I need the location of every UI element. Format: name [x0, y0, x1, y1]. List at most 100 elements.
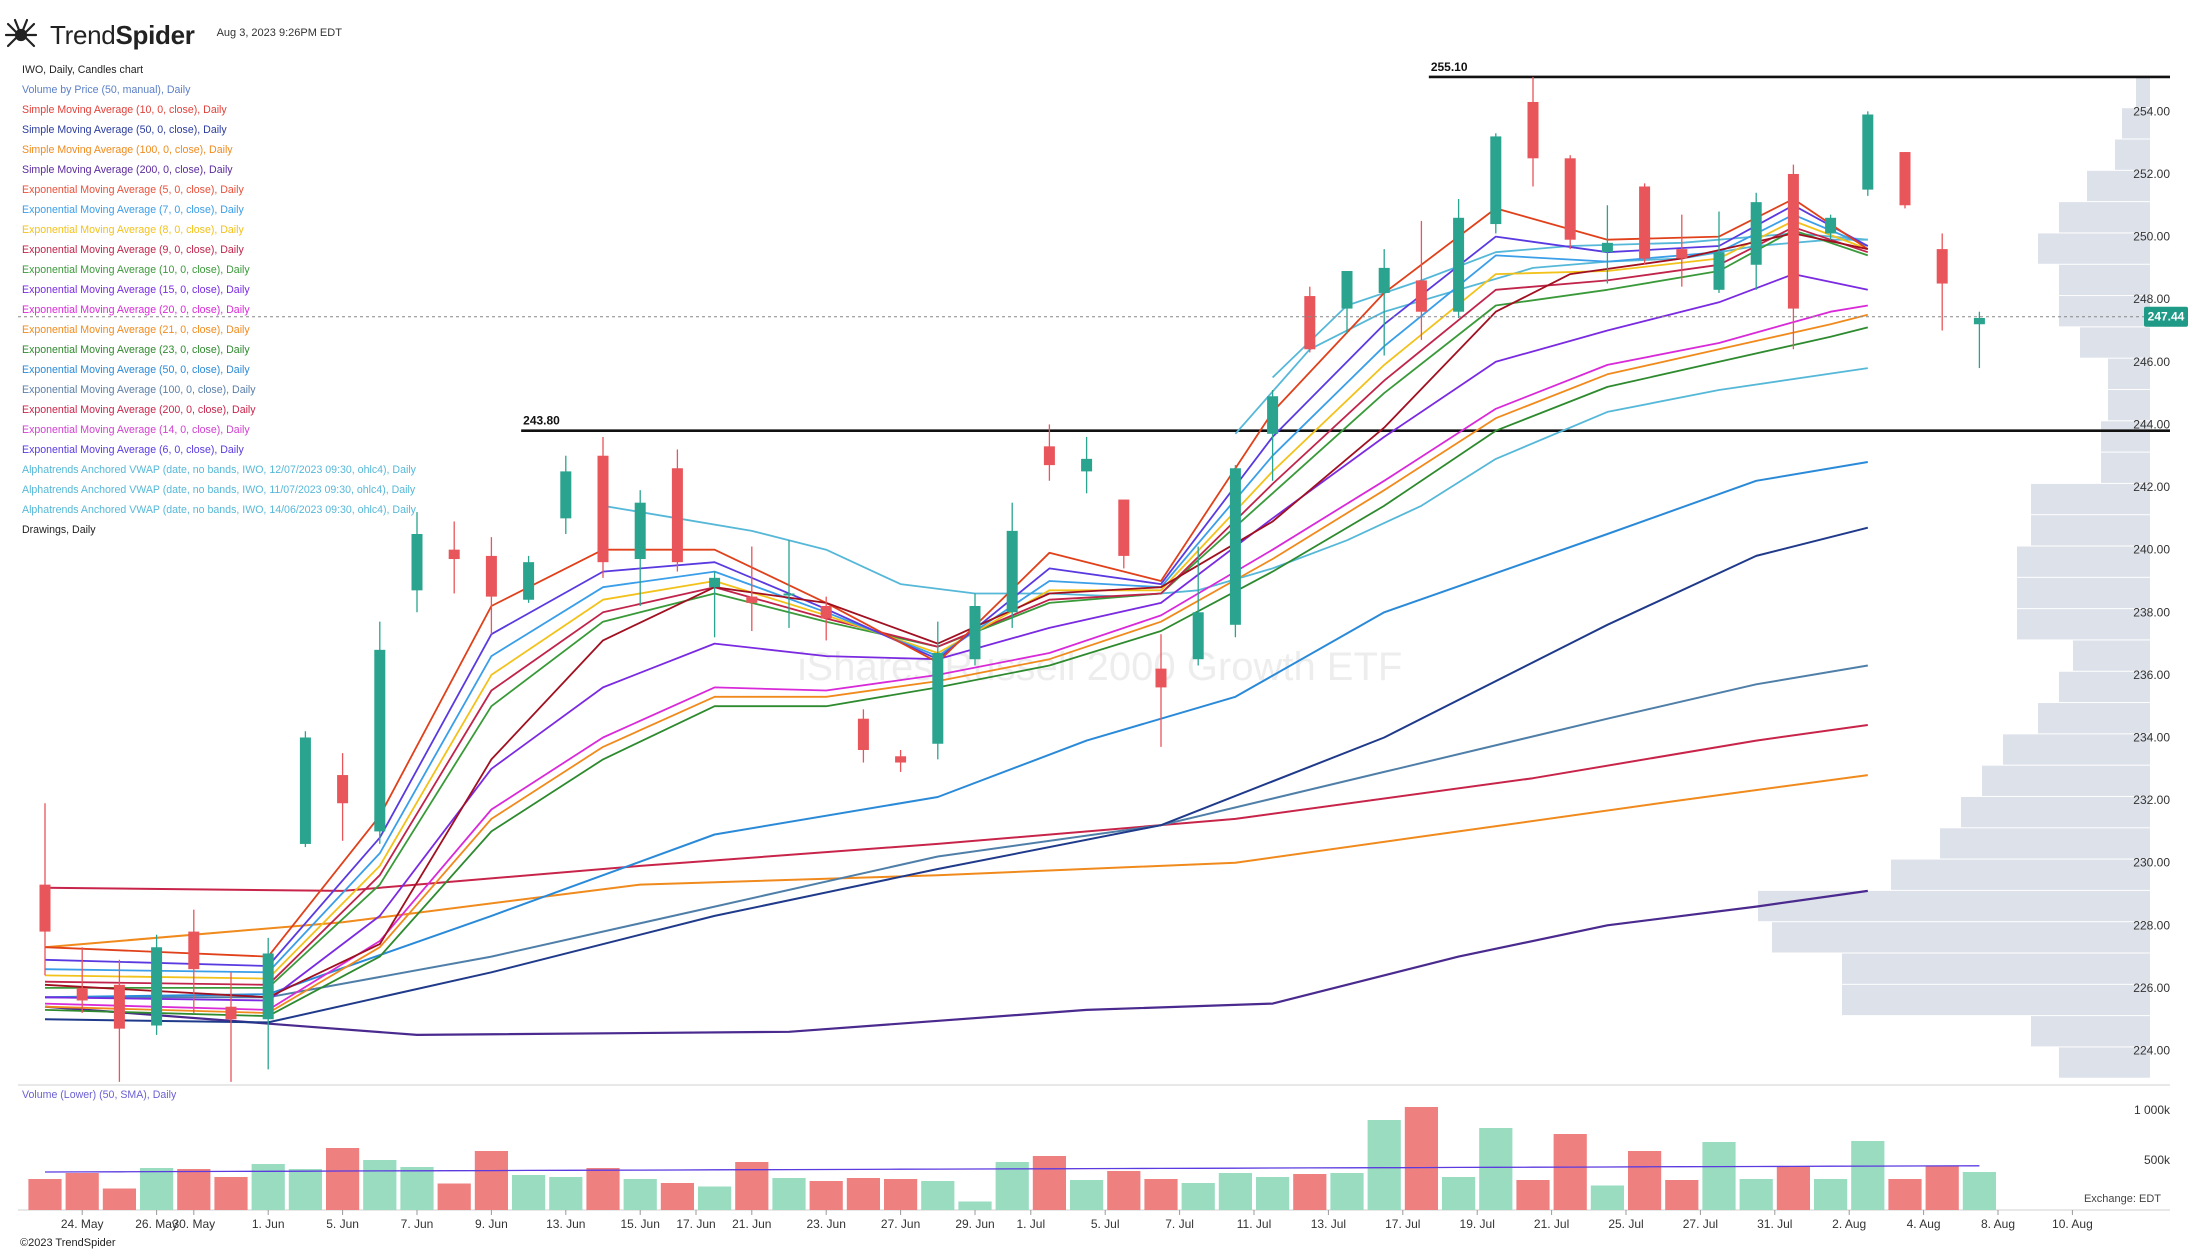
candle: [1899, 152, 1911, 209]
volume-bar: [660, 1183, 694, 1210]
volume-by-price-bar: [2108, 358, 2150, 389]
indicator-legend[interactable]: IWO, Daily, Candles chart Volume by Price…: [22, 60, 416, 540]
volume-by-price-bar: [1842, 984, 2150, 1016]
legend-item[interactable]: IWO, Daily, Candles chart: [22, 64, 144, 76]
y-tick-label: 244.00: [2133, 417, 2170, 431]
legend-item[interactable]: Exponential Moving Average (10, 0, close…: [22, 264, 250, 276]
y-tick-label: 234.00: [2133, 730, 2170, 744]
level-label: 243.80: [523, 414, 560, 428]
level-label: 255.10: [1431, 60, 1468, 74]
legend-item[interactable]: Simple Moving Average (10, 0, close), Da…: [22, 104, 227, 116]
legend-item[interactable]: Exponential Moving Average (100, 0, clos…: [22, 384, 256, 396]
volume-bar: [1814, 1179, 1848, 1210]
moving-average-line: [44, 461, 1868, 999]
candle: [597, 436, 609, 578]
volume-bar: [772, 1178, 806, 1210]
volume-bar: [1144, 1179, 1178, 1210]
moving-average-line: [44, 774, 1868, 949]
candle-body: [151, 947, 163, 1026]
legend-item[interactable]: Simple Moving Average (50, 0, close), Da…: [22, 124, 227, 136]
candle-body: [76, 987, 88, 1001]
legend-item[interactable]: Exponential Moving Average (8, 0, close)…: [22, 224, 244, 236]
volume-by-price-bar: [2017, 609, 2150, 640]
candle-body: [746, 596, 758, 603]
candle-body: [1639, 186, 1651, 259]
candle-body: [1936, 249, 1948, 284]
legend-item[interactable]: Exponential Moving Average (50, 0, close…: [22, 364, 250, 376]
x-tick-label: 17. Jun: [676, 1217, 715, 1231]
legend-item[interactable]: Exponential Moving Average (9, 0, close)…: [22, 244, 244, 256]
volume-by-price-bar: [2101, 421, 2150, 452]
legend-item[interactable]: Exponential Moving Average (14, 0, close…: [22, 424, 250, 436]
volume-bar: [102, 1188, 136, 1210]
candle: [485, 537, 497, 635]
volume-bar: [809, 1181, 843, 1210]
volume-bar: [214, 1177, 248, 1210]
legend-item[interactable]: Alphatrends Anchored VWAP (date, no band…: [22, 464, 416, 476]
y-tick-label: 254.00: [2133, 104, 2170, 118]
volume-by-price-bar: [2087, 170, 2150, 202]
legend-item[interactable]: Exponential Moving Average (23, 0, close…: [22, 344, 250, 356]
volume-bar: [177, 1169, 211, 1210]
volume-by-price-bar: [2038, 233, 2150, 264]
legend-item[interactable]: Drawings, Daily: [22, 524, 96, 536]
app-header: TrendSpider Aug 3, 2023 9:26PM EDT: [4, 18, 342, 52]
x-tick-label: 4. Aug: [1907, 1217, 1941, 1231]
volume-bar: [1181, 1183, 1215, 1210]
x-tick-label: 9. Jun: [475, 1217, 508, 1231]
legend-item[interactable]: Exponential Moving Average (21, 0, close…: [22, 324, 250, 336]
volume-by-price-bar: [2136, 76, 2150, 108]
legend-item[interactable]: Simple Moving Average (200, 0, close), D…: [22, 164, 233, 176]
candle-body: [1713, 252, 1725, 290]
candle: [969, 593, 981, 666]
x-tick-label: 2. Aug: [1832, 1217, 1866, 1231]
candle-body: [1229, 468, 1241, 625]
candle-body: [634, 502, 646, 560]
candle: [411, 512, 423, 613]
volume-bar: [1888, 1179, 1922, 1210]
legend-item[interactable]: Exponential Moving Average (15, 0, close…: [22, 284, 250, 296]
moving-average-line: [45, 229, 1869, 989]
candle-body: [1081, 458, 1093, 472]
volume-bar: [326, 1148, 360, 1210]
legend-item[interactable]: Exponential Moving Average (200, 0, clos…: [22, 404, 256, 416]
legend-item[interactable]: Exponential Moving Average (5, 0, close)…: [22, 184, 244, 196]
legend-item[interactable]: Alphatrends Anchored VWAP (date, no band…: [22, 484, 416, 496]
candle: [857, 709, 869, 763]
candle-body: [411, 533, 423, 591]
legend-item[interactable]: Alphatrends Anchored VWAP (date, no band…: [22, 504, 416, 516]
volume-by-price-bar: [2017, 577, 2150, 609]
candle-body: [1862, 114, 1874, 190]
volume-bar: [549, 1177, 583, 1210]
volume-bar: [1516, 1180, 1550, 1210]
candle: [1601, 205, 1613, 284]
volume-bar: [400, 1167, 434, 1210]
legend-item[interactable]: Simple Moving Average (100, 0, close), D…: [22, 144, 233, 156]
candle: [1713, 211, 1725, 293]
volume-bar: [512, 1175, 546, 1210]
y-tick-label: 230.00: [2133, 856, 2170, 870]
legend-item[interactable]: Exponential Moving Average (6, 0, close)…: [22, 444, 244, 456]
candle: [1229, 465, 1241, 638]
legend-item[interactable]: Volume by Price (50, manual), Daily: [22, 84, 191, 96]
candle: [1453, 199, 1465, 318]
volume-by-price-bar: [2059, 1047, 2150, 1078]
legend-item[interactable]: Exponential Moving Average (20, 0, close…: [22, 304, 250, 316]
volume-bar: [995, 1162, 1029, 1210]
brand-name[interactable]: TrendSpider: [50, 20, 195, 51]
candle: [225, 972, 237, 1082]
legend-item[interactable]: Exponential Moving Average (7, 0, close)…: [22, 204, 244, 216]
x-tick-label: 7. Jun: [401, 1217, 434, 1231]
candle-body: [1043, 446, 1055, 466]
volume-by-price-bar: [2108, 389, 2150, 421]
candle-body: [560, 471, 572, 519]
candle: [671, 449, 683, 572]
volume-bar: [65, 1173, 99, 1210]
volume-by-price-bar: [2115, 139, 2150, 170]
moving-average-line: [44, 226, 1869, 986]
x-tick-label: 27. Jun: [881, 1217, 920, 1231]
candle: [1825, 214, 1837, 240]
volume-bar: [1702, 1142, 1736, 1210]
volume-legend[interactable]: Volume (Lower) (50, SMA), Daily: [22, 1089, 177, 1101]
